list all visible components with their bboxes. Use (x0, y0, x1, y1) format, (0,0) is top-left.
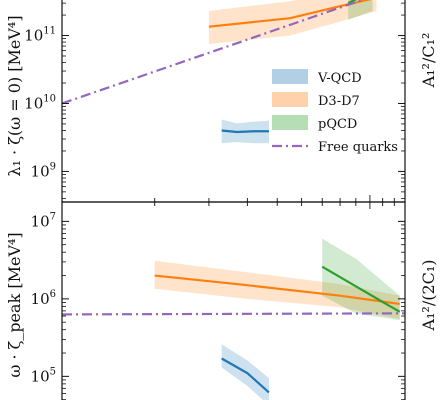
right-axis-label: A₁²/C₁² (419, 33, 438, 89)
y-tick-label: 105 (31, 366, 56, 385)
pqcd-band (322, 238, 400, 321)
bottom-panel: 105 106 107 ω · ζ_peak [MeV⁴] A₁²/(2C₁) (5, 201, 438, 400)
y-tick-label: 1010 (24, 93, 56, 112)
legend-swatch-pqcd (272, 115, 308, 130)
free-quarks-line (62, 0, 366, 105)
y-axis-label: ω · ζ_peak [MeV⁴] (5, 232, 24, 377)
legend-label-pqcd: pQCD (318, 117, 357, 132)
y-tick-label: 107 (31, 211, 56, 230)
legend: V-QCD D3-D7 pQCD Free quarks (272, 69, 398, 155)
legend-label-d3-d7: D3-D7 (318, 94, 360, 109)
plot-area (62, 0, 377, 144)
pqcd-band (348, 0, 373, 20)
legend-swatch-v-qcd (272, 69, 308, 84)
free-quarks-line (62, 312, 405, 316)
d3-d7-line (154, 274, 400, 306)
pqcd-line (321, 265, 401, 313)
d3-d7-band (154, 260, 400, 319)
legend-label-free-quarks: Free quarks (318, 140, 398, 155)
v-qcd-line (221, 357, 270, 394)
legend-label-v-qcd: V-QCD (317, 71, 362, 86)
y-axis-label: λ₁ · ζ(ω = 0) [MeV⁴] (5, 15, 24, 176)
d3-d7-band (208, 0, 377, 45)
legend-swatch-d3-d7 (272, 92, 308, 107)
axes-frame (61, 201, 406, 400)
d3-d7-line (208, 0, 372, 28)
v-qcd-line (221, 129, 269, 134)
y-tick-label: 106 (31, 289, 56, 308)
y-tick-label: 1011 (24, 26, 56, 45)
pqcd-line (347, 0, 358, 5)
right-axis-label: A₁²/(2C₁) (419, 259, 438, 331)
y-tick-label: 109 (31, 161, 56, 180)
plot-area (62, 238, 405, 400)
